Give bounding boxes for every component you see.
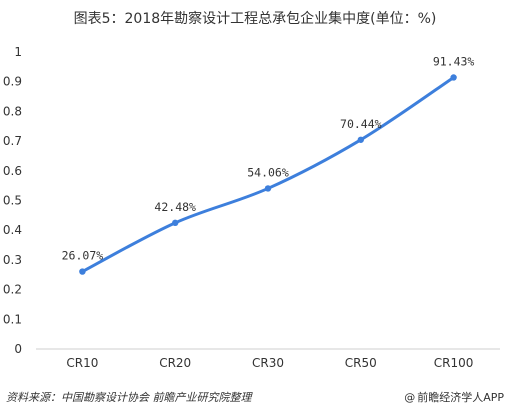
x-tick-label: CR10	[66, 356, 98, 370]
data-point	[172, 219, 179, 227]
y-tick-label: 0.3	[3, 253, 22, 267]
y-tick-label: 0.9	[3, 75, 22, 89]
data-point	[357, 136, 364, 143]
y-tick-label: 0.5	[3, 194, 22, 208]
footer: 资料来源：中国勘察设计协会 前瞻产业研究院整理 @ 前瞻经济学人APP	[6, 389, 504, 407]
data-point	[450, 74, 457, 81]
x-tick-label: CR30	[252, 356, 284, 370]
y-tick-label: 0.2	[3, 283, 22, 297]
data-label: 54.06%	[247, 165, 289, 179]
data-label: 42.48%	[154, 200, 196, 214]
y-tick-label: 0.7	[3, 134, 22, 148]
chart-title: 图表5：2018年勘察设计工程总承包企业集中度(单位：%)	[73, 11, 437, 27]
source-note: 资料来源：中国勘察设计协会 前瞻产业研究院整理	[6, 391, 252, 404]
y-tick-label: 0.6	[3, 164, 22, 178]
data-point	[79, 268, 86, 275]
brand: @ 前瞻经济学人APP	[404, 389, 504, 405]
data-label: 70.44%	[340, 117, 382, 131]
data-label: 91.43%	[433, 54, 475, 68]
x-tick-label: CR20	[159, 356, 191, 370]
x-tick-label: CR100	[434, 356, 474, 370]
y-tick-label: 1	[14, 45, 22, 59]
data-point	[264, 185, 272, 192]
y-tick-label: 0.4	[3, 223, 22, 237]
at-sign-icon: @	[404, 391, 416, 404]
data-label: 26.07%	[62, 249, 104, 263]
x-tick-label: CR50	[345, 356, 377, 370]
y-tick-label: 0.8	[3, 104, 22, 118]
brand-label: 前瞻经济学人APP	[417, 391, 504, 404]
y-tick-label: 0	[14, 342, 22, 356]
y-tick-label: 0.1	[3, 312, 22, 326]
